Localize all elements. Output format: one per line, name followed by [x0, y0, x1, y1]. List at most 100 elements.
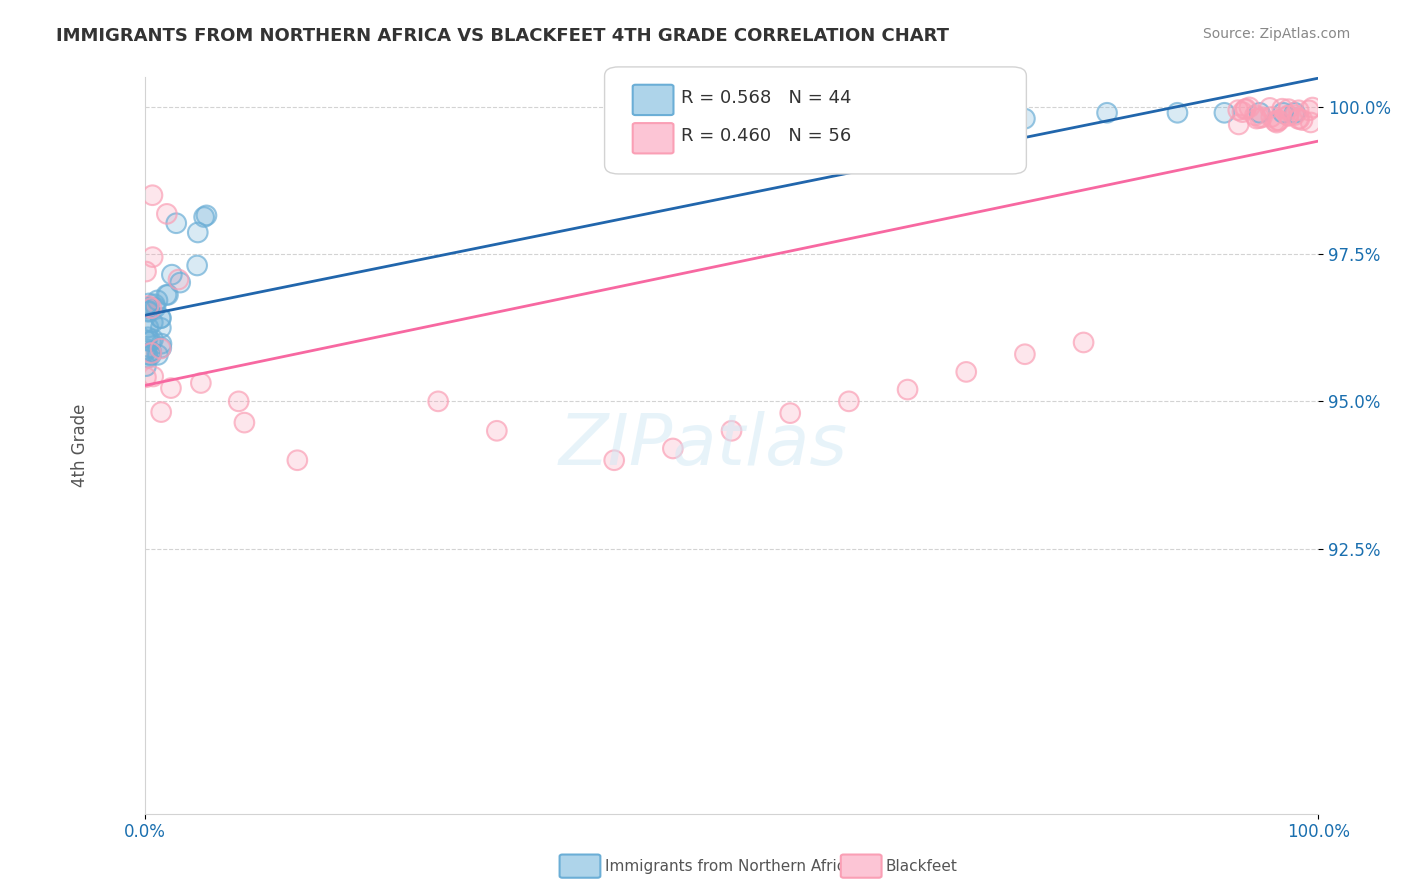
- Point: [1232, 105, 1254, 120]
- Point: [896, 383, 918, 397]
- Point: [150, 405, 173, 419]
- Point: [485, 424, 508, 438]
- Point: [136, 300, 159, 314]
- Point: [135, 334, 157, 348]
- Point: [1249, 111, 1271, 125]
- Point: [1251, 110, 1274, 124]
- Point: [1095, 105, 1118, 120]
- Point: [1284, 108, 1306, 122]
- Point: [779, 118, 801, 132]
- Point: [138, 305, 160, 319]
- Point: [1234, 102, 1257, 116]
- Point: [156, 207, 179, 221]
- Point: [195, 208, 218, 222]
- Point: [155, 288, 177, 302]
- Point: [142, 332, 165, 346]
- Point: [150, 336, 173, 351]
- Point: [145, 301, 167, 315]
- Point: [156, 207, 179, 221]
- Text: ZIPatlas: ZIPatlas: [558, 411, 848, 481]
- Point: [1234, 102, 1257, 116]
- Point: [136, 348, 159, 362]
- Point: [141, 344, 163, 359]
- Point: [1073, 335, 1095, 350]
- Point: [1277, 102, 1299, 116]
- Point: [138, 304, 160, 318]
- Point: [1232, 105, 1254, 120]
- Point: [141, 346, 163, 360]
- Point: [142, 315, 165, 329]
- Text: Immigrants from Northern Africa: Immigrants from Northern Africa: [605, 859, 855, 873]
- Point: [143, 297, 166, 311]
- Point: [1302, 101, 1324, 115]
- Point: [136, 348, 159, 362]
- Point: [838, 394, 860, 409]
- Point: [150, 341, 173, 355]
- Point: [149, 321, 172, 335]
- Point: [165, 216, 187, 230]
- Point: [1258, 101, 1281, 115]
- Point: [1286, 112, 1309, 126]
- Point: [186, 259, 208, 273]
- Point: [1299, 115, 1322, 129]
- Point: [141, 188, 163, 202]
- Point: [142, 369, 165, 384]
- Point: [150, 341, 173, 355]
- Point: [1014, 347, 1036, 361]
- Text: R = 0.568   N = 44: R = 0.568 N = 44: [681, 89, 851, 107]
- Point: [169, 276, 191, 290]
- Point: [1249, 105, 1271, 120]
- Point: [228, 394, 250, 409]
- Point: [146, 348, 169, 362]
- Point: [190, 376, 212, 390]
- Point: [138, 296, 160, 310]
- Point: [141, 301, 163, 315]
- Point: [1298, 103, 1320, 118]
- Point: [142, 332, 165, 346]
- Point: [1166, 105, 1188, 120]
- Point: [1249, 111, 1271, 125]
- Point: [135, 359, 157, 373]
- Point: [1095, 105, 1118, 120]
- Point: [1265, 115, 1288, 129]
- Point: [139, 348, 162, 362]
- Point: [1268, 113, 1291, 128]
- Point: [141, 346, 163, 360]
- Point: [136, 330, 159, 344]
- Point: [1213, 105, 1236, 120]
- Point: [167, 272, 190, 286]
- Point: [1291, 113, 1313, 128]
- Point: [1277, 102, 1299, 116]
- Point: [143, 297, 166, 311]
- Point: [1288, 103, 1310, 118]
- Point: [136, 351, 159, 365]
- Point: [135, 370, 157, 384]
- Point: [150, 405, 173, 419]
- Point: [156, 288, 179, 302]
- Point: [149, 321, 172, 335]
- Point: [1267, 113, 1289, 128]
- Point: [193, 210, 215, 224]
- Point: [1288, 112, 1310, 126]
- Point: [155, 288, 177, 302]
- Point: [1284, 108, 1306, 122]
- Point: [1246, 112, 1268, 126]
- Point: [149, 311, 172, 326]
- Point: [1239, 100, 1261, 114]
- Point: [160, 268, 183, 282]
- Point: [1298, 103, 1320, 118]
- Point: [662, 442, 685, 456]
- Point: [136, 300, 159, 314]
- Point: [186, 259, 208, 273]
- Point: [1233, 103, 1256, 117]
- Point: [135, 370, 157, 384]
- Point: [165, 216, 187, 230]
- Text: Source: ZipAtlas.com: Source: ZipAtlas.com: [1202, 27, 1350, 41]
- Point: [485, 424, 508, 438]
- Point: [1258, 101, 1281, 115]
- Point: [160, 381, 183, 395]
- Point: [1277, 109, 1299, 123]
- Point: [662, 442, 685, 456]
- Point: [1251, 110, 1274, 124]
- Point: [896, 112, 918, 126]
